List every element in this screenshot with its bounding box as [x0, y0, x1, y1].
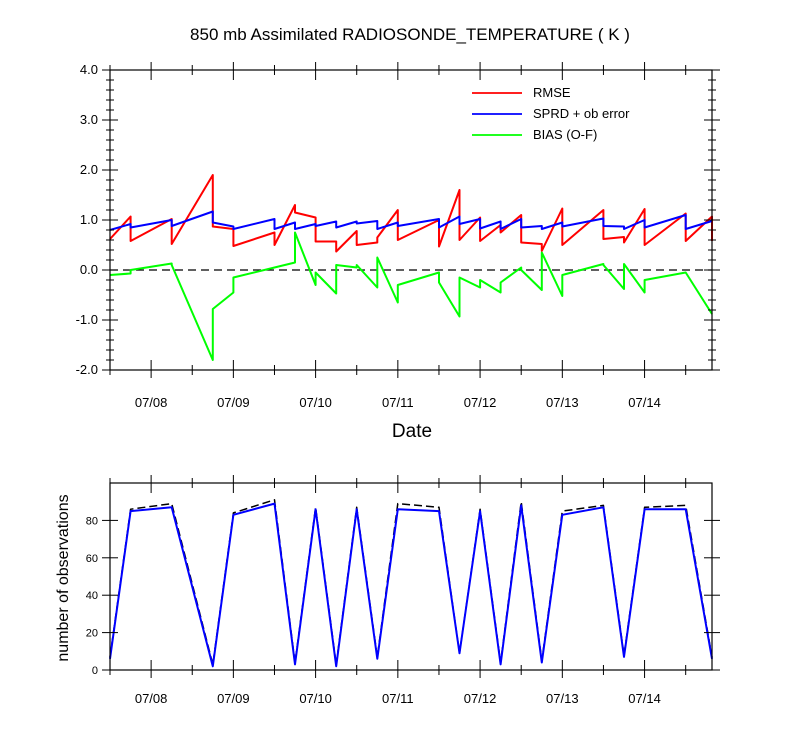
legend-label-0: RMSE: [533, 85, 571, 100]
y-tick-label: 20: [86, 628, 98, 640]
x-tick-label: 07/12: [464, 395, 497, 410]
x-tick-label: 07/13: [546, 395, 579, 410]
y-tick-label: 1.0: [80, 212, 98, 227]
y-tick-label: -1.0: [76, 312, 98, 327]
legend-label-1: SPRD + ob error: [533, 106, 630, 121]
x-tick-label: 07/13: [546, 691, 579, 706]
y-tick-label: 4.0: [80, 62, 98, 77]
top-plot-area: -2.0 -1.0 0.0 1.0 2.0 3.0 4.0 07/08 07/09 07/10 07…: [76, 62, 720, 410]
series-line-2: [109, 231, 713, 361]
x-tick-label: 07/11: [382, 395, 414, 410]
x-tick-label: 07/10: [299, 395, 332, 410]
y-tick-label: 80: [86, 515, 98, 527]
x-tick-label: 07/10: [299, 691, 332, 706]
series-line-1: [109, 502, 713, 668]
y-tick-label: 40: [86, 590, 98, 602]
x-tick-label: 07/12: [464, 691, 497, 706]
y-tick-label: 60: [86, 553, 98, 565]
legend-label-2: BIAS (O-F): [533, 127, 597, 142]
series-line-1: [109, 210, 713, 231]
x-axis-label: Date: [392, 421, 432, 442]
x-tick-label: 07/09: [217, 395, 250, 410]
x-tick-label: 07/11: [382, 691, 414, 706]
y-tick-label: 3.0: [80, 112, 98, 127]
x-tick-label: 07/08: [135, 691, 168, 706]
y-tick-label: -2.0: [76, 362, 98, 377]
y-tick-label: 2.0: [80, 162, 98, 177]
bottom-plot-area: 0 20 40 60 80 07/08 07/09 07/10 07/11 07/12 07/13 0…: [86, 475, 720, 706]
y-axis-label: number of observations: [55, 494, 72, 661]
x-tick-label: 07/14: [628, 691, 661, 706]
x-tick-label: 07/08: [135, 395, 168, 410]
series-line-0: [109, 174, 713, 253]
y-tick-label: 0.0: [80, 262, 98, 277]
y-tick-label: 0: [92, 665, 98, 677]
x-tick-label: 07/14: [628, 395, 661, 410]
x-tick-label: 07/09: [217, 691, 250, 706]
chart-title: 850 mb Assimilated RADIOSONDE_TEMPERATUR…: [190, 25, 630, 44]
plot-frame: [109, 482, 713, 671]
